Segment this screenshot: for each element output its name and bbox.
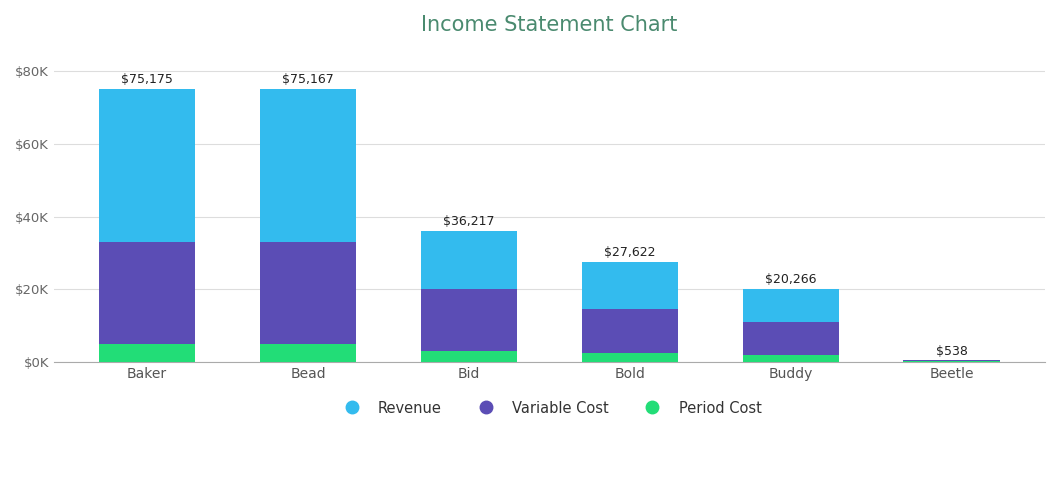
Bar: [421, 351, 517, 362]
Bar: [421, 230, 517, 289]
Text: $75,167: $75,167: [282, 73, 334, 86]
Bar: [903, 361, 1000, 362]
Bar: [260, 344, 356, 362]
Bar: [742, 288, 840, 322]
Bar: [742, 322, 840, 355]
Bar: [99, 242, 195, 344]
Text: $75,175: $75,175: [121, 73, 173, 86]
Text: $27,622: $27,622: [604, 246, 656, 259]
Bar: [260, 89, 356, 242]
Bar: [582, 262, 678, 310]
Bar: [260, 242, 356, 344]
Legend: Revenue, Variable Cost, Period Cost: Revenue, Variable Cost, Period Cost: [330, 393, 768, 423]
Bar: [903, 360, 1000, 361]
Text: $538: $538: [936, 345, 968, 358]
Bar: [742, 355, 840, 362]
Text: $20,266: $20,266: [765, 273, 816, 286]
Text: $36,217: $36,217: [443, 215, 495, 228]
Title: Income Statement Chart: Income Statement Chart: [421, 15, 677, 35]
Bar: [99, 89, 195, 242]
Bar: [99, 344, 195, 362]
Bar: [582, 353, 678, 362]
Bar: [421, 289, 517, 351]
Bar: [582, 310, 678, 353]
